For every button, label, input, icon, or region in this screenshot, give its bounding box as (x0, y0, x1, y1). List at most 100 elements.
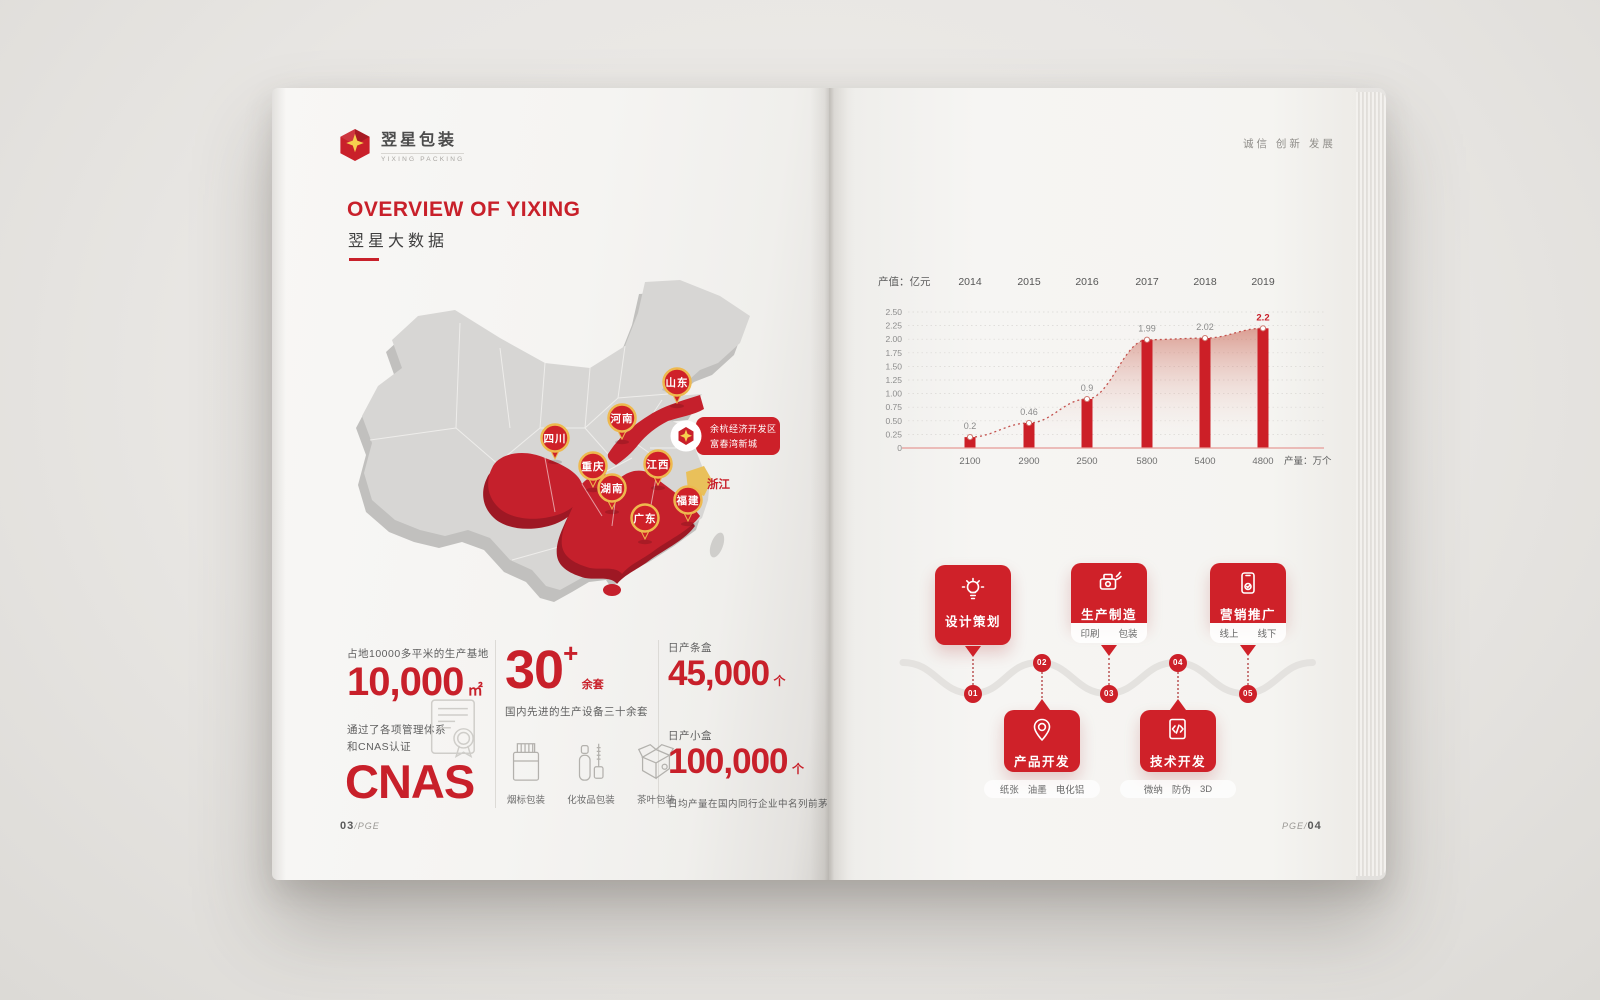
flow-sublabel: 纸张 (999, 785, 1019, 796)
code-doc-icon (1169, 718, 1186, 740)
map-pin-label: 四川 (544, 433, 567, 445)
flow-arrow-down (1240, 645, 1256, 656)
chart-area-fill (970, 328, 1263, 448)
map-pin-label: 重庆 (582, 460, 605, 473)
left-page-number: 03/PGE (340, 820, 380, 832)
box-unit: 个 (791, 762, 804, 776)
chart-year-label: 2014 (958, 276, 982, 288)
chart-quantity-label: 5400 (1194, 456, 1215, 467)
province-borders (369, 322, 695, 561)
chart-value-label: 1.99 (1138, 324, 1156, 334)
chart-ytick-label: 1.50 (885, 361, 902, 371)
badge-line1: 余杭经济开发区 (710, 423, 777, 434)
chart-year-label: 2015 (1017, 276, 1041, 288)
stats-divider-2 (658, 640, 659, 808)
chart-value-label: 0.46 (1020, 407, 1038, 417)
carton-label: 日产条盒 (668, 642, 712, 654)
map-pin-label: 湖南 (601, 482, 624, 495)
equip-number: 30 (505, 640, 564, 700)
rank-caption: 日均产量在国内同行企业中名列前茅 (668, 799, 829, 810)
packaging-label: 烟标包装 (506, 795, 545, 806)
cert-value: CNAS (345, 755, 475, 808)
page-title-cn: 翌星大数据 (348, 233, 449, 250)
equip-plus: + (563, 638, 578, 668)
cert-caption-1: 通过了各项管理体系 (347, 724, 446, 736)
flow-card-03: 生产制造 (1071, 563, 1147, 623)
chart-ytick-label: 1.00 (885, 389, 902, 399)
chart-bar (1199, 338, 1211, 448)
flow-sublabel: 印刷 (1080, 629, 1100, 640)
packaging-type-tobacco: 烟标包装 (502, 738, 550, 806)
page-number-suffix: /PGE (354, 821, 380, 831)
cosmetics-icon (578, 743, 604, 781)
chart-ytick-label: 1.25 (885, 375, 902, 385)
chart-year-label: 2019 (1251, 276, 1275, 288)
equip-caption: 国内先进的生产设备三十余套 (505, 706, 648, 718)
map-pin: 江西 (643, 449, 673, 491)
carton-box-icon (637, 743, 675, 780)
area-unit: ㎡ (467, 682, 483, 699)
phone-icon (1241, 572, 1255, 594)
map-pin-label: 广东 (634, 512, 657, 525)
brand-logo: 翌星包装 YIXING PACKING (338, 126, 465, 163)
packaging-type-tea: 茶叶包装 (632, 738, 680, 806)
chart-quantity-label: 4800 (1252, 456, 1273, 467)
flow-sublabel: 线下 (1257, 629, 1277, 640)
flow-card-01: 设计策划 (935, 565, 1011, 645)
page-number-prefix: PGE/ (1282, 821, 1308, 831)
carton-unit: 个 (773, 674, 786, 688)
chart-year-label: 2018 (1193, 276, 1217, 288)
logo-cube-star-icon (340, 128, 370, 161)
equip-unit: 余套 (581, 679, 604, 691)
chart-value-label: 0.9 (1081, 383, 1094, 393)
carton-number: 45,000 (668, 654, 770, 693)
title-underline (349, 258, 379, 261)
flow-step-number: 04 (1169, 654, 1187, 672)
chart-ytick-label: 0.25 (885, 429, 902, 439)
chart-unit-left: 产值：亿元 (878, 275, 931, 288)
chart-quantity-label: 5800 (1136, 456, 1157, 467)
map-pin: 山东 (662, 367, 692, 409)
flow-arrow-up (1170, 699, 1186, 710)
chart-value-label: 2.2 (1256, 312, 1269, 323)
badge-line2: 富春湾新城 (710, 438, 758, 449)
flow-step-number: 01 (964, 685, 982, 703)
taiwan-island (709, 532, 725, 558)
flow-card-label: 设计策划 (944, 615, 1001, 629)
flow-card-05: 营销推广 (1210, 563, 1286, 623)
page-number: 04 (1307, 820, 1322, 832)
cert-caption-2: 和CNAS认证 (347, 741, 412, 753)
certificate-icon (430, 699, 475, 759)
flow-arrow-up (1034, 699, 1050, 710)
map-pin: 广东 (630, 503, 660, 545)
flow-arrow-down (1101, 645, 1117, 656)
equipment-value: 30+ 余套 (505, 640, 604, 697)
flow-step-number: 03 (1100, 685, 1118, 703)
flow-card-label: 营销推广 (1219, 608, 1276, 622)
chart-ytick-label: 0.50 (885, 416, 902, 426)
box-value: 100,000 个 (668, 744, 804, 779)
map-pin: 河南 (607, 403, 637, 445)
chart-year-label: 2016 (1075, 276, 1099, 288)
page-stack-edges (1356, 92, 1386, 876)
flow-sublabel: 防伪 (1171, 785, 1191, 796)
lightbulb-icon (961, 577, 985, 600)
flow-card-sublabels: 线上 线下 (1210, 623, 1286, 643)
box-number: 100,000 (668, 742, 789, 781)
chart-ytick-label: 2.00 (885, 334, 902, 344)
chart-value-label: 2.02 (1196, 322, 1214, 332)
chart-ytick-label: 1.75 (885, 348, 902, 358)
chart-quantity-label: 2900 (1018, 456, 1039, 467)
machine-icon (1099, 571, 1122, 590)
map-pin-label: 山东 (666, 376, 689, 389)
map-pin-label: 江西 (647, 458, 670, 471)
chart-bar (1141, 339, 1153, 448)
flow-sublabel: 包装 (1118, 629, 1138, 640)
output-value-bar-chart: 产值：亿元 2014 2015 2016 2017 2018 2019 0 0.25 0.50 0.… (878, 275, 1332, 467)
map-pin: 福建 (673, 485, 703, 527)
flow-sublabel: 油墨 (1027, 785, 1047, 796)
